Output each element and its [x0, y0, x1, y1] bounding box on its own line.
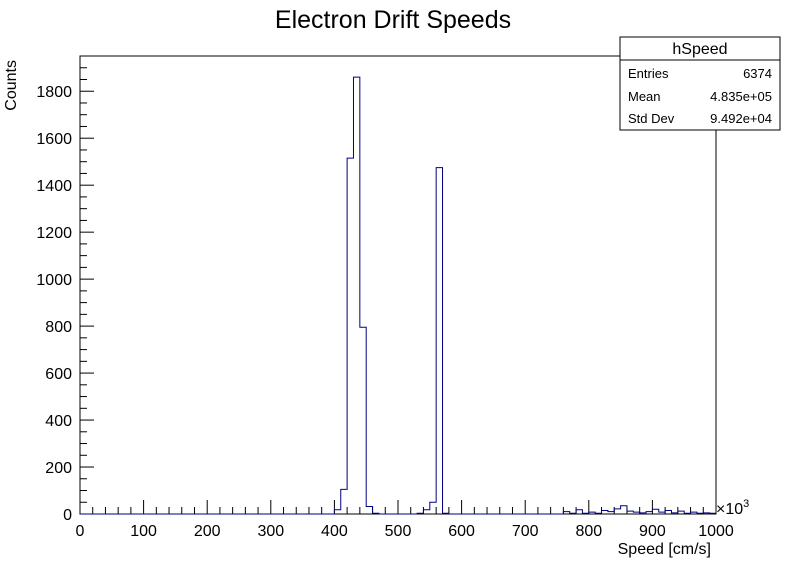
histogram-bin [430, 502, 436, 514]
histogram-bin [665, 510, 671, 514]
y-tick-label: 0 [63, 507, 72, 524]
x-tick-label: 1000 [698, 523, 734, 540]
histogram-bin [652, 509, 658, 514]
stats-box-title: hSpeed [672, 41, 727, 58]
x-tick-label: 200 [194, 523, 221, 540]
x-tick-label: 500 [385, 523, 412, 540]
histogram-bin [334, 510, 340, 514]
stats-stddev-label: Std Dev [628, 111, 675, 126]
chart-title: Electron Drift Speeds [275, 6, 511, 34]
x-tick-label: 100 [130, 523, 157, 540]
stats-mean-value: 4.835e+05 [710, 89, 772, 104]
y-tick-label: 600 [45, 366, 72, 383]
histogram-bin [353, 77, 359, 514]
stats-stddev-value: 9.492e+04 [710, 111, 772, 126]
y-tick-label: 1600 [36, 131, 72, 148]
histogram-bin [347, 158, 353, 514]
y-tick-label: 1000 [36, 272, 72, 289]
x-tick-label: 600 [448, 523, 475, 540]
x-tick-label: 300 [257, 523, 284, 540]
histogram-bin [423, 510, 429, 514]
histogram-bin [602, 510, 608, 514]
y-tick-label: 800 [45, 319, 72, 336]
stats-box-frame [619, 36, 781, 131]
histogram-bin [360, 327, 366, 514]
y-tick-label: 1800 [36, 84, 72, 101]
stats-box: hSpeed Entries 6374 Mean 4.835e+05 Std D… [619, 36, 781, 131]
x-tick-label: 400 [321, 523, 348, 540]
stats-entries-value: 6374 [743, 66, 772, 81]
histogram-outline [80, 76, 717, 515]
histogram-bars [80, 76, 717, 515]
y-tick-label: 400 [45, 413, 72, 430]
x-tick-label: 900 [639, 523, 666, 540]
x-tick-label: 800 [575, 523, 602, 540]
x-axis: 0 100 200 300 400 500 600 700 800 900 1000 [76, 500, 734, 540]
x-exponent-power: 3 [743, 498, 749, 510]
x-exponent-label: ×103 [716, 498, 749, 518]
histogram-bin [366, 506, 372, 514]
x-exponent-base: ×10 [716, 501, 743, 518]
stats-mean-label: Mean [628, 89, 661, 104]
stats-entries-label: Entries [628, 66, 669, 81]
y-tick-label: 1200 [36, 225, 72, 242]
histogram-bin [436, 168, 442, 514]
histogram-bin [621, 506, 627, 514]
histogram-bin [341, 489, 347, 514]
y-axis: 0 200 400 600 800 1000 1200 1400 1600 1800 [36, 55, 94, 524]
y-tick-label: 200 [45, 460, 72, 477]
histogram-bin [576, 510, 582, 514]
x-axis-label: Speed [cm/s] [618, 541, 711, 558]
histogram-bin [614, 509, 620, 514]
x-tick-label: 0 [76, 523, 85, 540]
y-tick-label: 1400 [36, 178, 72, 195]
x-tick-label: 700 [512, 523, 539, 540]
y-axis-label: Counts [3, 60, 20, 111]
